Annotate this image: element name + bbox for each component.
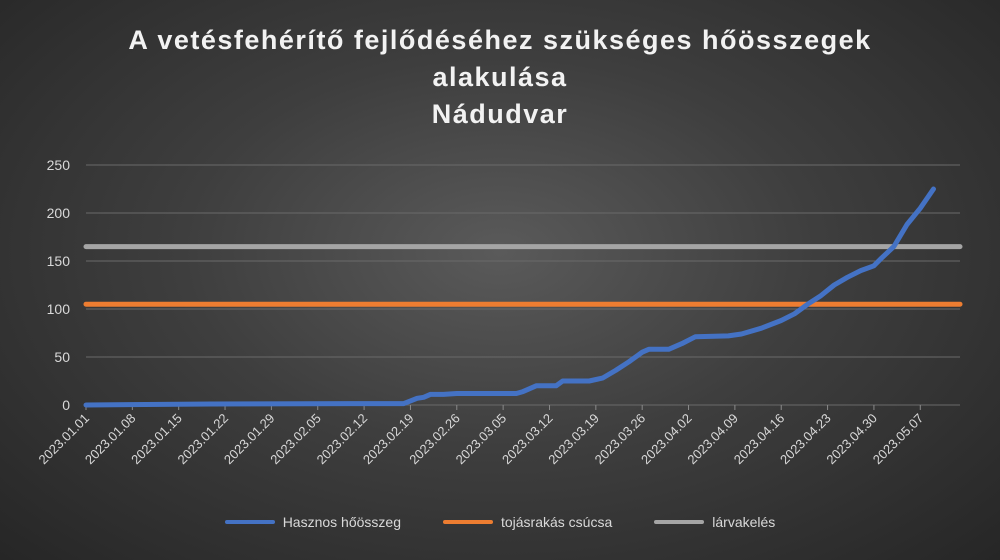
chart-legend: Hasznos hőösszeg tojásrakás csúcsa lárva… bbox=[0, 514, 1000, 530]
legend-item-tojasrakas: tojásrakás csúcsa bbox=[442, 514, 613, 530]
legend-item-hasznos: Hasznos hőösszeg bbox=[224, 514, 401, 530]
y-tick-label: 200 bbox=[47, 205, 71, 221]
y-tick-label: 150 bbox=[47, 253, 71, 269]
legend-label-hasznos: Hasznos hőösszeg bbox=[282, 514, 401, 530]
chart-title-line-1: A vetésfehérítő fejlődéséhez szükséges h… bbox=[128, 25, 872, 55]
series-line-hasznos-hoosszeg bbox=[83, 186, 936, 408]
chart-title: A vetésfehérítő fejlődéséhez szükséges h… bbox=[0, 22, 1000, 133]
legend-item-larvakeles: lárvakelés bbox=[654, 514, 775, 530]
legend-swatch-larvakeles bbox=[654, 520, 705, 524]
y-tick-label: 50 bbox=[54, 349, 70, 365]
legend-label-larvakeles: lárvakelés bbox=[712, 514, 776, 530]
legend-swatch-tojasrakas bbox=[442, 520, 493, 524]
legend-label-tojasrakas: tojásrakás csúcsa bbox=[500, 514, 613, 530]
x-tick-label: 2023.05.07 bbox=[870, 411, 927, 468]
chart-title-line-2: alakulása bbox=[432, 62, 568, 92]
y-tick-label: 250 bbox=[47, 157, 71, 173]
chart-title-line-3: Nádudvar bbox=[431, 99, 569, 129]
legend-swatch-hasznos bbox=[224, 520, 275, 524]
y-tick-label: 100 bbox=[47, 301, 71, 317]
y-tick-label: 0 bbox=[62, 397, 70, 413]
